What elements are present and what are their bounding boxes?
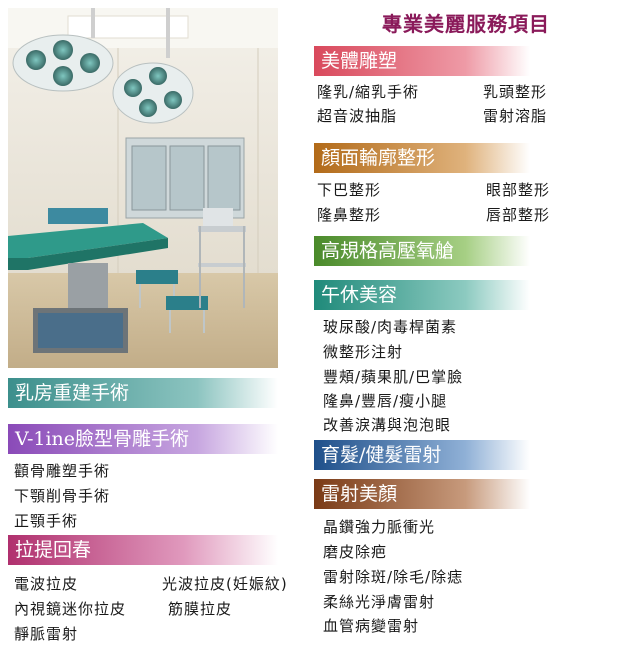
list-item: 隆鼻/豐唇/瘦小腿 [323,392,448,410]
list-item: 光波拉皮(妊娠紋) [162,575,288,593]
banner-lift[interactable]: 拉提回春 [8,535,278,565]
list-item: 血管病變雷射 [323,617,420,635]
list-item: 電波拉皮 [14,575,79,593]
list-item: 顴骨雕塑手術 [14,462,111,480]
list-item: 乳頭整形 [483,83,548,101]
banner-label: 雷射美顏 [321,483,398,505]
list-item: 柔絲光淨膚雷射 [323,593,436,611]
page-title: 專業美麗服務項目 [382,12,550,36]
banner-label: 美體雕塑 [321,50,398,72]
banner-hyperbaric-oxygen[interactable]: 高規格高壓氧艙 [314,236,530,266]
list-item: 內視鏡迷你拉皮 [14,600,127,618]
list-item: 雷射除斑/除毛/除痣 [323,568,464,586]
banner-breast-reconstruction[interactable]: 乳房重建手術 [8,378,278,408]
banner-label: 高規格高壓氧艙 [321,240,455,262]
banner-label: 顏面輪廓整形 [321,147,436,169]
banner-lunch-beauty[interactable]: 午休美容 [314,280,530,310]
list-item: 隆鼻整形 [317,206,382,224]
list-item: 靜脈雷射 [14,625,79,643]
list-item: 唇部整形 [486,206,551,224]
banner-label: 育髮/健髮雷射 [321,444,442,466]
list-item: 下顎削骨手術 [14,487,111,505]
list-item: 正顎手術 [14,512,79,530]
list-item: 晶鑽強力脈衝光 [323,518,436,536]
banner-hair-laser[interactable]: 育髮/健髮雷射 [314,440,530,470]
list-item: 筋膜拉皮 [168,600,233,618]
banner-laser-beauty[interactable]: 雷射美顏 [314,479,530,509]
list-item: 豐頰/蘋果肌/巴掌臉 [323,368,464,386]
list-item: 超音波抽脂 [317,107,398,125]
banner-label: 拉提回春 [15,539,92,561]
banner-vline[interactable]: V-1ine臉型骨雕手術 [8,424,278,454]
banner-face-contour[interactable]: 顏面輪廓整形 [314,143,530,173]
operating-room-illustration [8,8,278,368]
banner-label: V-1ine臉型骨雕手術 [15,428,190,450]
list-item: 下巴整形 [317,181,382,199]
list-item: 微整形注射 [323,343,404,361]
list-item: 隆乳/縮乳手術 [317,83,420,101]
banner-body-sculpting[interactable]: 美體雕塑 [314,46,530,76]
list-item: 雷射溶脂 [483,107,548,125]
list-item: 玻尿酸/肉毒桿菌素 [323,318,458,336]
operating-room-photo [8,8,278,368]
list-item: 眼部整形 [486,181,551,199]
list-item: 改善淚溝與泡泡眼 [323,416,452,434]
list-item: 磨皮除疤 [323,543,388,561]
banner-label: 午休美容 [321,284,398,306]
banner-label: 乳房重建手術 [15,382,130,404]
